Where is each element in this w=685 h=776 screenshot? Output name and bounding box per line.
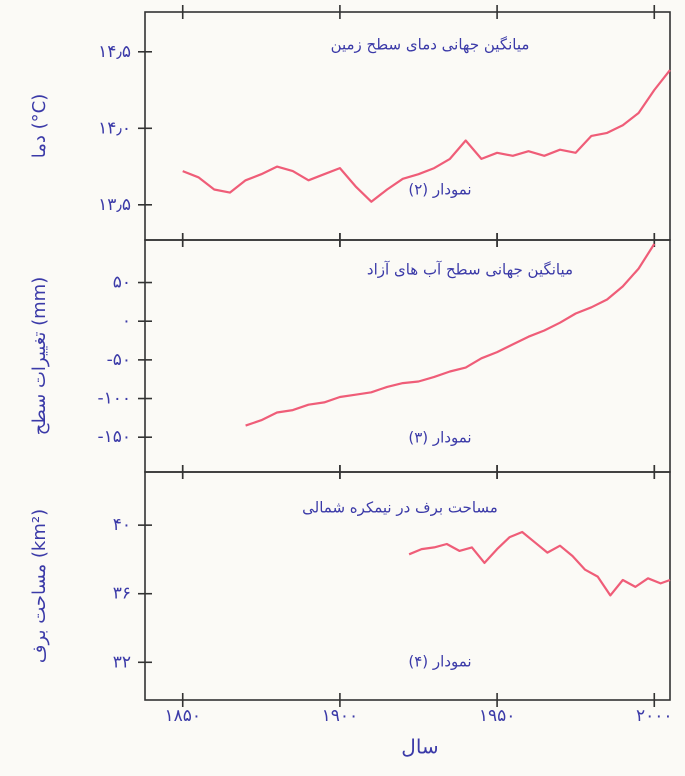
- y-tick-label: -۵۰: [107, 350, 131, 370]
- y-tick-label: -۱۰۰: [97, 389, 131, 409]
- x-axis-label: سال: [401, 735, 438, 759]
- panel-annotation: نمودار (۲): [408, 181, 471, 199]
- y-axis-label: مساحت برف (km²): [29, 509, 50, 663]
- y-tick-label: -۱۵۰: [97, 427, 131, 447]
- panel-title: میانگین جهانی دمای سطح زمین: [331, 36, 530, 54]
- panel-title: مساحت برف در نیمکره شمالی: [302, 499, 498, 517]
- y-tick-label: ۰: [122, 311, 131, 331]
- y-tick-label: ۳۶: [113, 584, 131, 604]
- x-tick-label: ۱۹۵۰: [479, 706, 516, 726]
- panel-title: میانگین جهانی سطح آب های آزاد: [367, 261, 573, 279]
- y-tick-label: ۱۳٫۵: [98, 195, 131, 215]
- y-tick-label: ۱۴٫۵: [98, 42, 131, 62]
- y-axis-label: دما (°C): [29, 94, 50, 159]
- y-tick-label: ۴۰: [113, 515, 131, 535]
- data-line: [408, 530, 671, 597]
- panel-annotation: نمودار (۳): [408, 429, 471, 447]
- x-tick-label: ۱۹۰۰: [322, 706, 359, 726]
- x-tick-label: ۱۸۵۰: [164, 706, 201, 726]
- y-tick-label: ۵۰: [113, 273, 131, 293]
- y-tick-label: ۱۴٫۰: [98, 118, 131, 138]
- data-line: [245, 243, 656, 427]
- data-line: [182, 69, 671, 203]
- y-tick-label: ۳۲: [113, 652, 131, 672]
- y-axis-label: تغییرات سطح (mm): [29, 277, 50, 435]
- panel-frame: [144, 471, 671, 701]
- panel-annotation: نمودار (۴): [408, 653, 471, 671]
- x-tick-label: ۲۰۰۰: [636, 706, 673, 726]
